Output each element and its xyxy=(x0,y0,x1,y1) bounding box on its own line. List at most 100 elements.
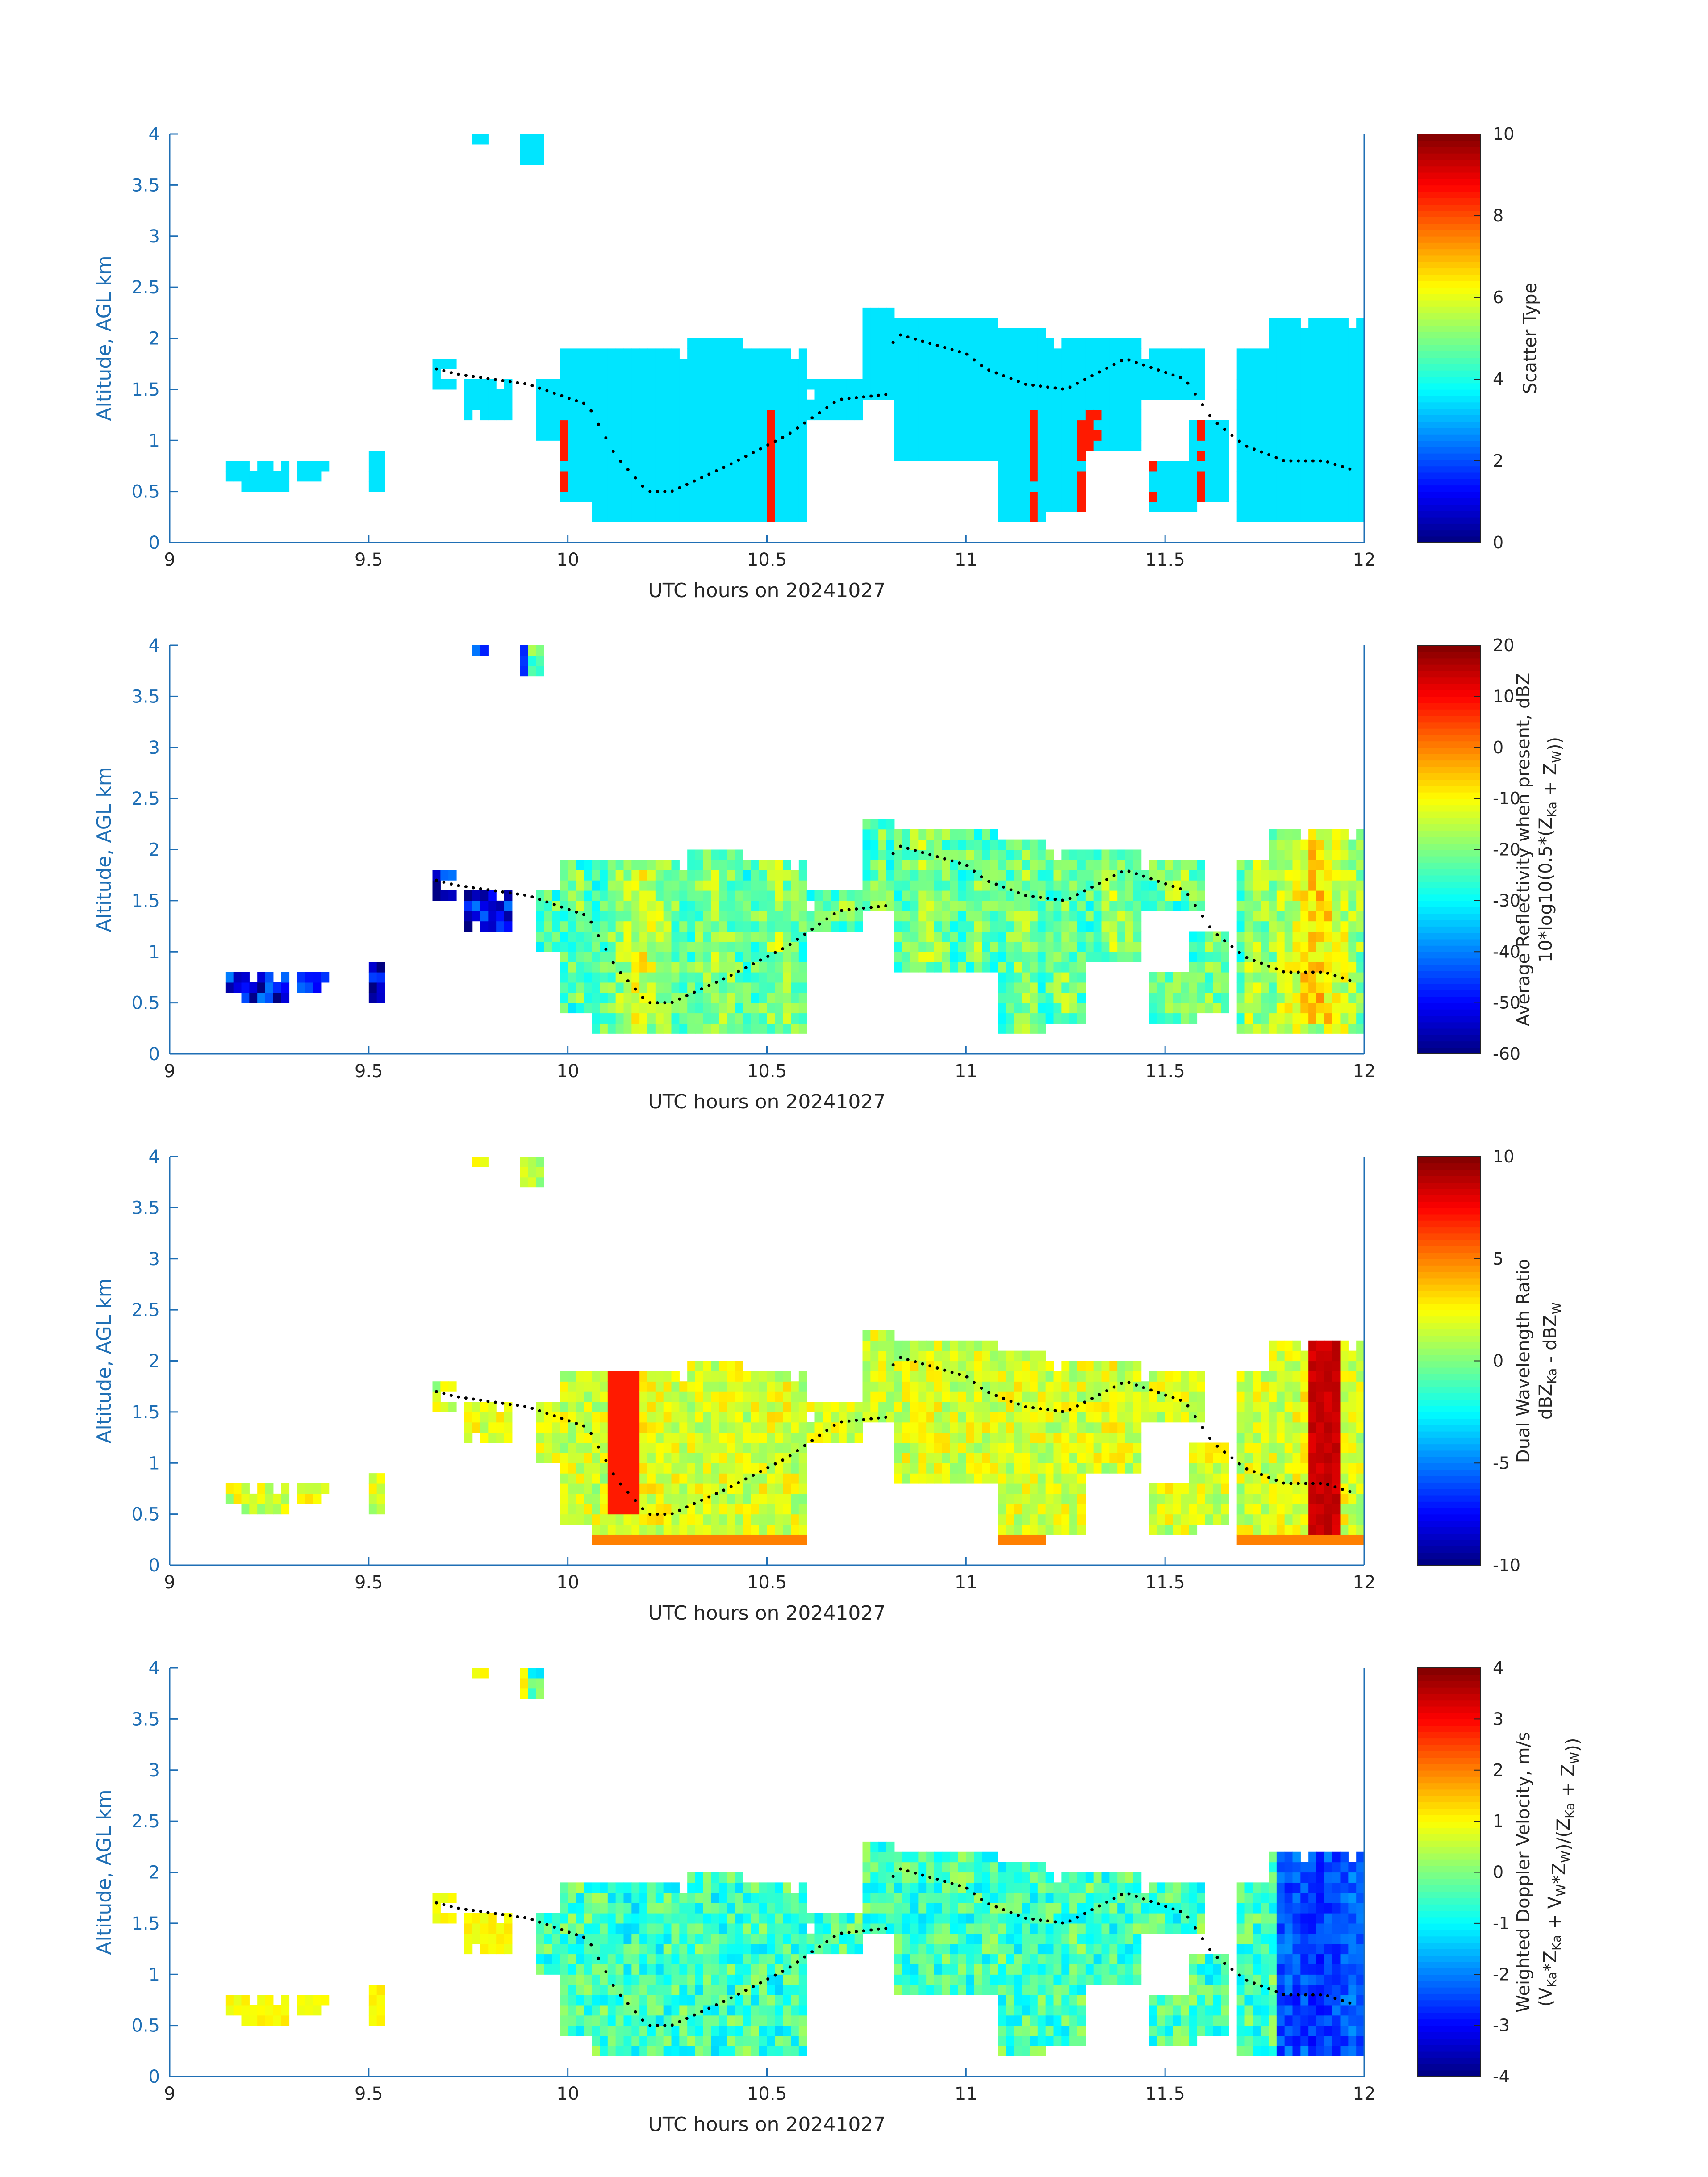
heatmap-cell xyxy=(1101,379,1110,390)
heatmap-cell xyxy=(631,451,640,461)
heatmap-cell xyxy=(568,870,576,881)
heatmap-cell xyxy=(950,962,959,973)
heatmap-cell xyxy=(1173,359,1182,369)
heatmap-cell xyxy=(1006,849,1014,860)
heatmap-cell xyxy=(655,491,664,502)
heatmap-cell xyxy=(695,890,704,901)
heatmap-cell xyxy=(671,379,680,390)
heatmap-cell xyxy=(544,430,552,441)
heatmap-cell xyxy=(1276,880,1285,891)
heatmap-cell xyxy=(1332,880,1341,891)
heatmap-cell xyxy=(1340,359,1349,369)
heatmap-cell xyxy=(1244,1402,1253,1412)
heatmap-cell xyxy=(735,1422,743,1433)
heatmap-cell xyxy=(1133,860,1142,870)
heatmap-cell xyxy=(942,379,951,390)
heatmap-cell xyxy=(1077,1493,1086,1504)
heatmap-cell xyxy=(775,931,783,942)
heatmap-cell xyxy=(775,501,783,512)
heatmap-cell xyxy=(496,1412,505,1423)
heatmap-cell xyxy=(862,1350,871,1362)
heatmap-cell xyxy=(600,921,608,932)
heatmap-cell xyxy=(1061,369,1070,380)
heatmap-cell xyxy=(1053,880,1062,891)
track-dot xyxy=(670,1001,674,1004)
heatmap-cell xyxy=(711,982,720,993)
heatmap-cell xyxy=(607,1432,616,1443)
colorbar-segment xyxy=(1418,485,1480,492)
heatmap-cell xyxy=(1030,1534,1038,1545)
heatmap-cell xyxy=(615,1534,624,1545)
heatmap-cell xyxy=(1269,1493,1277,1504)
heatmap-cell xyxy=(504,389,513,400)
heatmap-cell xyxy=(870,900,879,911)
heatmap-cell xyxy=(1284,1473,1293,1484)
heatmap-cell xyxy=(1269,849,1277,860)
heatmap-cell xyxy=(1308,389,1317,400)
heatmap-cell xyxy=(1093,389,1102,400)
heatmap-cell xyxy=(592,982,600,993)
heatmap-cell xyxy=(783,931,791,942)
heatmap-cell xyxy=(1030,1453,1038,1463)
heatmap-cell xyxy=(592,1493,600,1504)
heatmap-cell xyxy=(1276,1473,1285,1484)
heatmap-cell xyxy=(1181,1381,1190,1392)
heatmap-cell xyxy=(1221,1504,1229,1515)
heatmap-cell xyxy=(1125,1442,1134,1453)
track-dot xyxy=(1112,363,1116,366)
heatmap-cell xyxy=(1276,318,1285,329)
heatmap-cell xyxy=(1117,911,1126,922)
heatmap-cell xyxy=(1165,491,1173,502)
heatmap-cell xyxy=(1197,1504,1205,1515)
heatmap-cell xyxy=(990,1381,998,1392)
heatmap-cell xyxy=(735,870,743,881)
heatmap-cell xyxy=(743,1391,752,1402)
heatmap-cell xyxy=(1308,1003,1317,1014)
heatmap-cell xyxy=(767,359,775,369)
heatmap-cell xyxy=(464,890,473,901)
track-dot xyxy=(611,961,615,965)
heatmap-cell xyxy=(1269,1350,1277,1362)
heatmap-cell xyxy=(1030,839,1038,850)
heatmap-cell xyxy=(480,900,489,911)
colorbar-segment xyxy=(1418,434,1480,441)
heatmap-cell xyxy=(998,870,1006,881)
track-dot xyxy=(884,904,888,907)
colorbar-segment xyxy=(1418,1035,1480,1042)
heatmap-cell xyxy=(1109,1361,1118,1371)
colorbar-segment xyxy=(1418,325,1480,333)
heatmap-cell xyxy=(839,911,847,922)
heatmap-cell xyxy=(1014,880,1022,891)
heatmap-cell xyxy=(1236,890,1245,901)
heatmap-cell xyxy=(1125,399,1134,410)
heatmap-cell xyxy=(1061,952,1070,962)
track-dot xyxy=(656,490,659,493)
track-dot xyxy=(973,358,976,362)
heatmap-cell xyxy=(639,911,648,922)
heatmap-cell xyxy=(751,399,760,410)
heatmap-cell xyxy=(615,941,624,952)
heatmap-cell xyxy=(886,307,895,318)
heatmap-cell xyxy=(1284,1504,1293,1515)
heatmap-cell xyxy=(576,1371,584,1382)
heatmap-cell xyxy=(1093,1432,1102,1443)
heatmap-cell xyxy=(759,1483,768,1494)
heatmap-cell xyxy=(663,1504,672,1515)
heatmap-cell xyxy=(1236,1003,1245,1014)
heatmap-cell xyxy=(1244,941,1253,952)
heatmap-cell xyxy=(536,420,544,430)
track-dot xyxy=(1252,959,1256,962)
heatmap-cell xyxy=(950,1453,959,1463)
heatmap-cell xyxy=(798,900,807,911)
heatmap-cell xyxy=(878,839,887,850)
track-dot xyxy=(766,955,770,958)
heatmap-cell xyxy=(1332,839,1341,850)
heatmap-cell xyxy=(1014,1350,1022,1362)
heatmap-cell xyxy=(655,1493,664,1504)
heatmap-cell xyxy=(958,941,966,952)
heatmap-cell xyxy=(719,389,727,400)
heatmap-cell xyxy=(1149,1402,1157,1412)
heatmap-cell xyxy=(711,1422,720,1433)
heatmap-cell xyxy=(910,1381,919,1392)
heatmap-cell xyxy=(607,440,616,451)
